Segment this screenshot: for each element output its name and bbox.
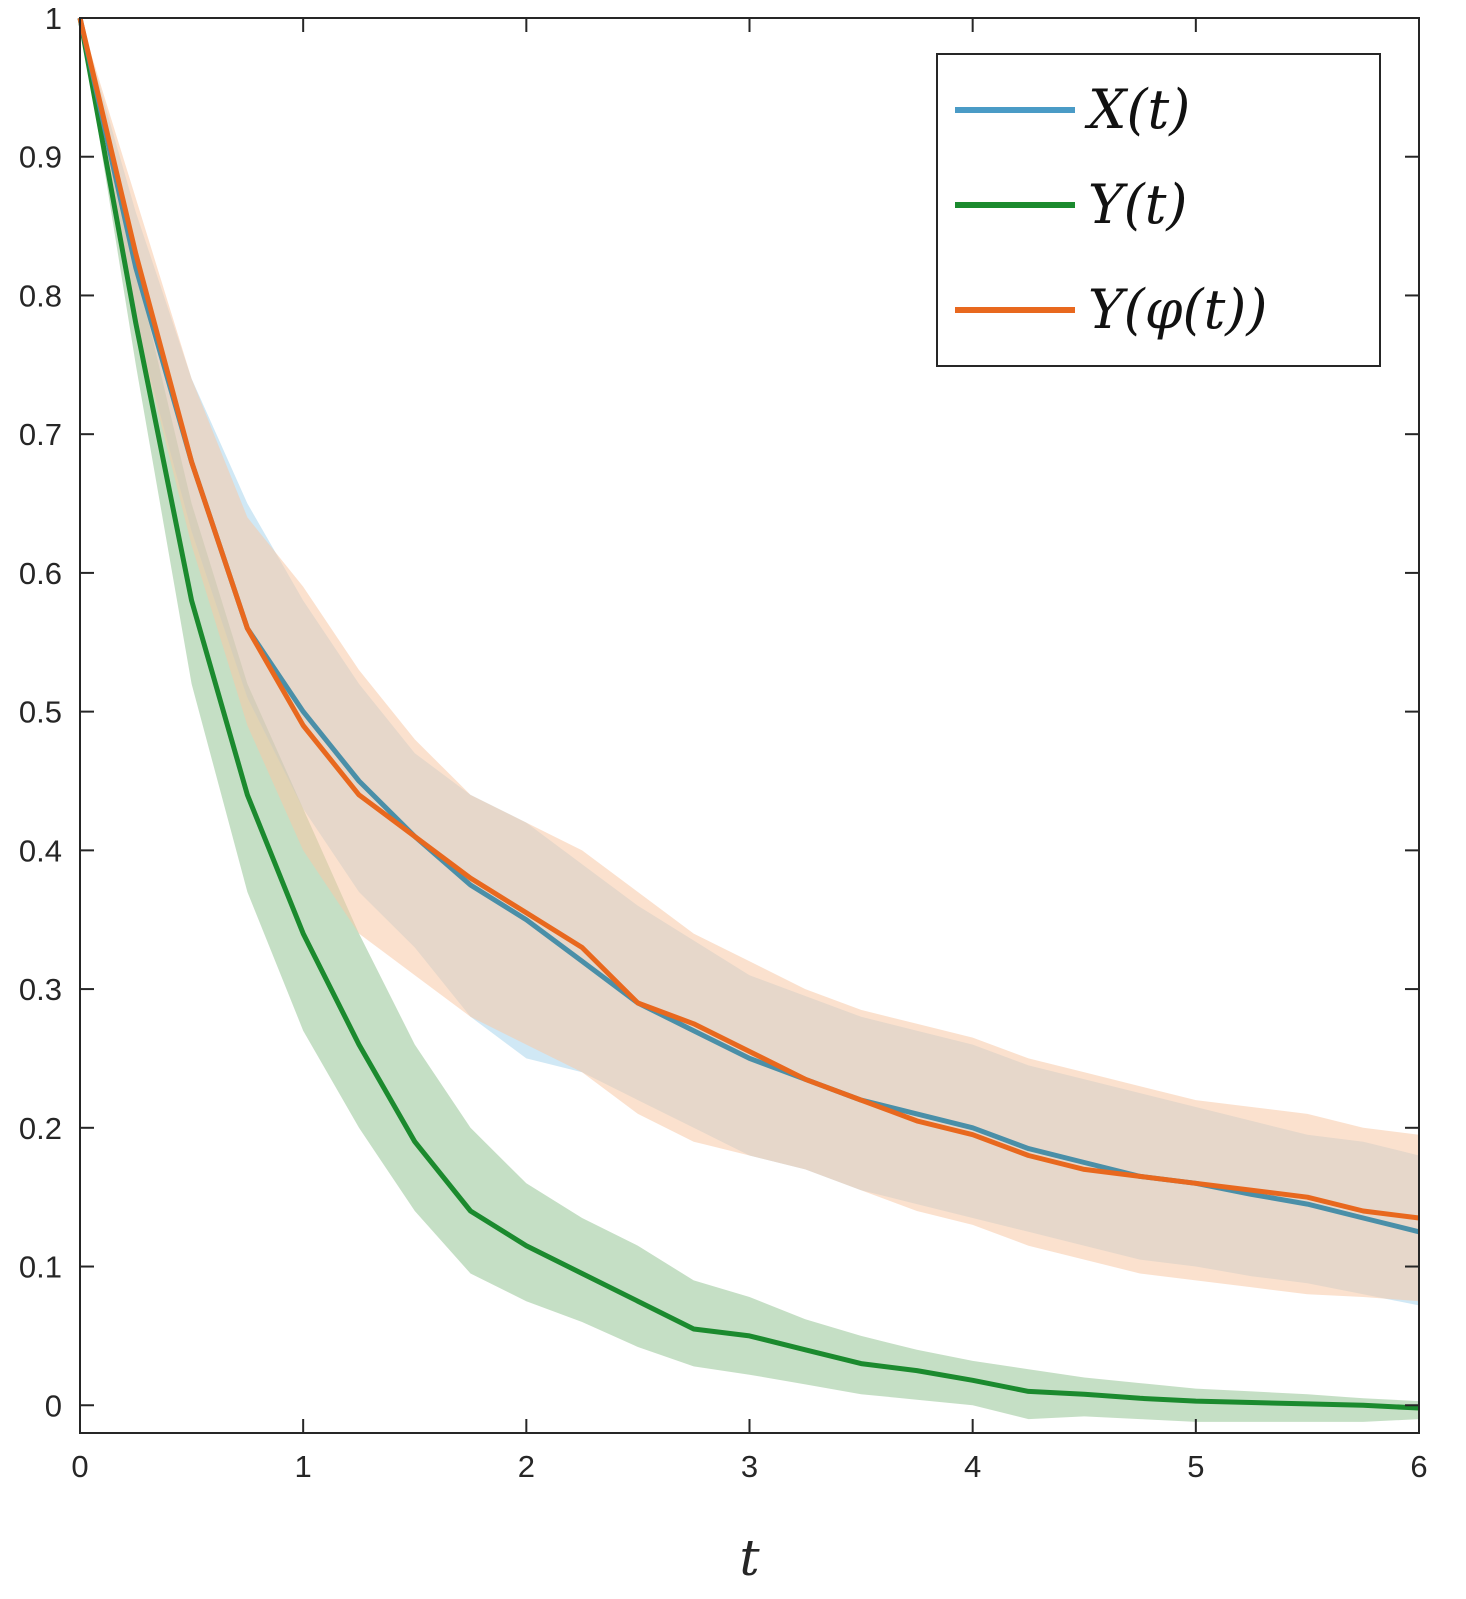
y-tick-label: 0.6	[19, 556, 62, 591]
legend-label-x: X(t)	[1084, 78, 1190, 141]
legend-label-y-phi: Y(φ(t))	[1088, 278, 1267, 341]
band-2	[80, 18, 1419, 1302]
y-tick-label: 0	[45, 1388, 62, 1423]
x-axis-ticks: 0 1 2 3 4 5 6	[71, 18, 1428, 1484]
legend-box	[936, 53, 1381, 367]
series-lines	[77, 17, 1420, 1411]
x-tick-label: 5	[1187, 1449, 1204, 1484]
series-line-1	[77, 17, 1420, 1411]
x-tick-label: 3	[741, 1449, 758, 1484]
x-tick-label: 0	[71, 1449, 88, 1484]
x-tick-label: 4	[964, 1449, 981, 1484]
confidence-bands	[80, 18, 1419, 1422]
y-tick-label: 0.3	[19, 972, 62, 1007]
series-line-2	[77, 17, 1420, 1221]
y-tick-label: 0.7	[19, 417, 62, 452]
x-tick-label: 6	[1410, 1449, 1427, 1484]
y-tick-label: 1	[45, 1, 62, 36]
y-tick-label: 0.2	[19, 1111, 62, 1146]
y-tick-label: 0.5	[19, 695, 62, 730]
y-tick-label: 0.8	[19, 278, 62, 313]
legend-label-y: Y(t)	[1088, 173, 1187, 236]
x-tick-label: 1	[295, 1449, 312, 1484]
y-tick-label: 0.9	[19, 140, 62, 175]
x-tick-label: 2	[518, 1449, 535, 1484]
y-axis-ticks: 0 0.1 0.2 0.3 0.4 0.5 0.6 0.7 0.8 0.9 1	[19, 1, 1419, 1423]
legend: X(t) Y(t) Y(φ(t))	[936, 53, 1381, 367]
y-tick-label: 0.4	[19, 833, 62, 868]
x-axis-title: t	[739, 1529, 760, 1587]
y-tick-label: 0.1	[19, 1250, 62, 1285]
band-1	[80, 18, 1419, 1422]
